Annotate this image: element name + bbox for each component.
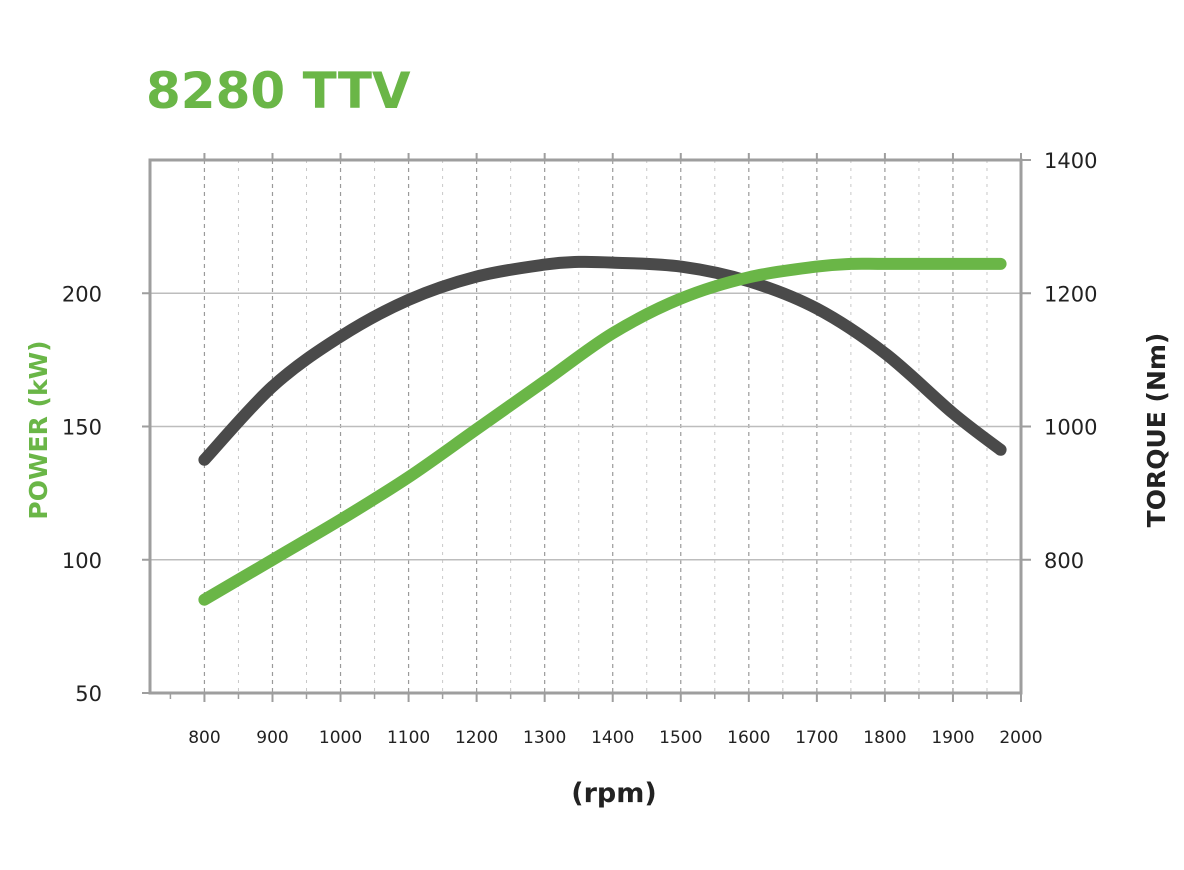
y-right-tick-label: 1400	[1044, 149, 1097, 173]
x-axis-title: (rpm)	[571, 778, 656, 809]
torque-line	[198, 255, 1007, 466]
y-right-axis-title: TORQUE (Nm)	[1142, 333, 1171, 528]
y-left-axis-title: POWER (kW)	[24, 340, 53, 519]
x-tick-label: 900	[256, 728, 288, 748]
x-tick-label: 1700	[795, 728, 838, 748]
x-tick-label: 1800	[863, 728, 906, 748]
x-tick-label: 1100	[387, 728, 430, 748]
y-right-tick-label: 1200	[1044, 282, 1097, 306]
y-left-tick-label: 200	[62, 282, 102, 306]
x-tick-label: 1600	[727, 728, 770, 748]
y-right-tick-label: 1000	[1044, 416, 1097, 440]
grid	[150, 160, 1021, 693]
y-left-tick-label: 50	[75, 682, 102, 706]
x-tick-labels: 800 900 1000 1100 1200 1300 1400 1500 1600 1700 18…	[169, 153, 1043, 748]
x-tick-label: 1000	[319, 728, 362, 748]
y-right-tick-labels: 800 1000 1200 1400	[1021, 149, 1097, 573]
series-lines	[198, 255, 1007, 606]
x-tick-label: 1900	[931, 728, 974, 748]
y-left-tick-labels: 50 100 150 200	[62, 282, 150, 706]
power-line	[198, 257, 1007, 606]
x-tick-label: 1300	[523, 728, 566, 748]
y-left-tick-label: 150	[62, 416, 102, 440]
x-tick-label: 2000	[999, 728, 1042, 748]
chart-title: 8280 TTV	[146, 62, 411, 120]
y-right-tick-label: 800	[1044, 549, 1084, 573]
y-left-tick-label: 100	[62, 549, 102, 573]
x-tick-label: 1400	[591, 728, 634, 748]
x-tick-label: 800	[188, 728, 220, 748]
x-tick-label: 1500	[659, 728, 702, 748]
x-tick-label: 1200	[455, 728, 498, 748]
